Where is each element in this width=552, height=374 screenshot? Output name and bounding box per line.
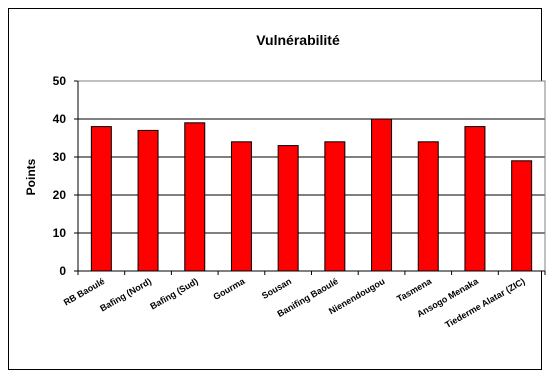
bar	[137, 129, 159, 272]
y-tick-label: 30	[53, 150, 67, 164]
bar	[371, 118, 393, 272]
x-tick-label: Bafing (Sud)	[148, 276, 199, 311]
bar	[324, 141, 346, 272]
y-tick-labels: 0 10 20 30 40 50	[53, 74, 67, 278]
bar	[184, 122, 206, 272]
chart-title: Vulnérabilité	[256, 32, 340, 48]
bars	[90, 118, 533, 272]
x-tick-label: Tasmena	[395, 276, 434, 304]
bar	[277, 145, 299, 272]
y-tick-label: 10	[53, 226, 67, 240]
y-axis-label: Points	[24, 158, 38, 195]
x-tick-label: Gourma	[212, 276, 248, 302]
bar	[511, 160, 533, 272]
bar	[230, 141, 252, 272]
y-tick-label: 0	[59, 264, 66, 278]
x-tick-label: Sousan	[260, 276, 293, 301]
x-tick-label: RB Baoulé	[62, 276, 106, 307]
bar	[417, 141, 439, 272]
y-tick-label: 40	[53, 112, 67, 126]
axes	[74, 80, 546, 275]
bar	[464, 126, 486, 272]
x-tick-label: Bafing (Nord)	[98, 276, 153, 313]
x-tick-label: Tiederme Alatar (ZIC)	[443, 276, 526, 330]
bar	[90, 126, 112, 272]
y-tick-label: 50	[53, 74, 67, 88]
y-tick-label: 20	[53, 188, 67, 202]
